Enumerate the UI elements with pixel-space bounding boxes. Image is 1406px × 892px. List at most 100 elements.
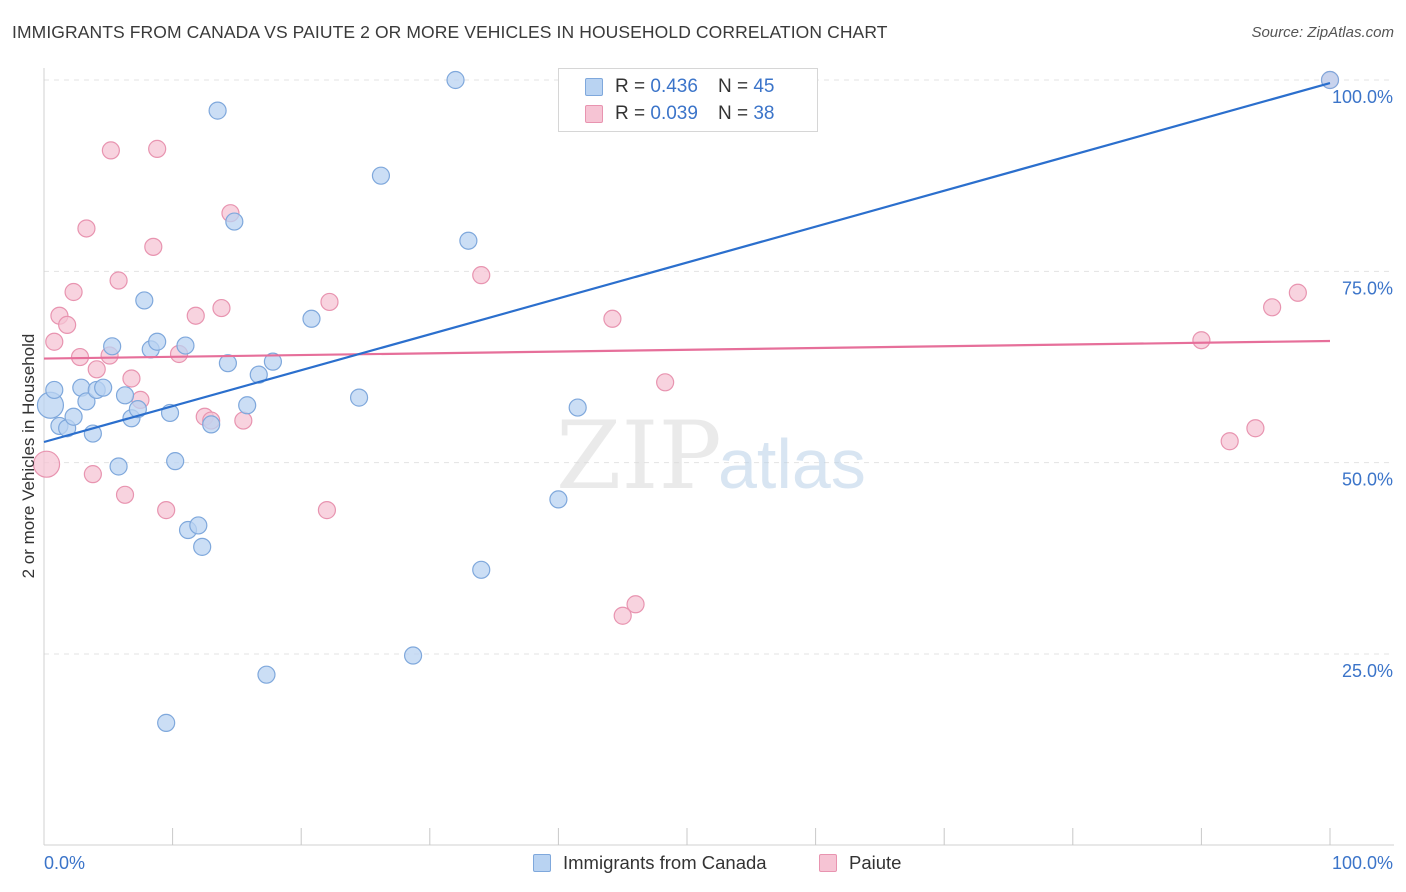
paiute-point-4	[64, 282, 83, 302]
legend-r-value-paiute: 0.039	[650, 103, 698, 124]
canada-point-4	[64, 407, 83, 426]
chart-title: IMMIGRANTS FROM CANADA VS PAIUTE 2 OR MO…	[12, 22, 888, 42]
paiute-point-31	[656, 373, 675, 392]
x-axis-ticks	[172, 828, 1331, 845]
canada-point-12	[115, 386, 135, 405]
paiute-point-6	[77, 219, 96, 238]
paiute-point-7	[83, 465, 102, 484]
legend-n-value-canada: 45	[753, 76, 775, 97]
paiute-point-26	[317, 501, 337, 520]
series-legend-label-paiute: Paiute	[849, 852, 902, 873]
paiute-point-22	[212, 298, 231, 318]
paiute-point-34	[1246, 419, 1265, 438]
paiute-point-24	[234, 411, 253, 430]
grid-lines	[44, 79, 1394, 655]
series-legend: Immigrants from Canada Paiute	[0, 852, 1406, 876]
paiute-point-30	[626, 595, 645, 614]
legend-n-label: N =	[717, 103, 749, 124]
canada-point-37	[446, 70, 465, 90]
canada-point-27	[218, 354, 237, 373]
series-legend-label-canada: Immigrants from Canada	[563, 852, 767, 873]
canada-point-29	[238, 396, 257, 415]
paiute-point-29	[613, 606, 632, 625]
paiute-point-36	[1288, 283, 1307, 302]
paiute-point-35	[1263, 298, 1282, 317]
series-swatch-canada	[533, 854, 551, 872]
y-axis-label: 2 or more Vehicles in Household	[19, 334, 38, 579]
canada-point-11	[109, 457, 128, 476]
paiute-point-25	[320, 292, 339, 312]
canada-point-31	[257, 665, 276, 684]
canada-point-9	[94, 378, 113, 397]
paiute-point-10	[101, 141, 120, 160]
canada-point-14	[128, 399, 147, 419]
canada-point-25	[202, 415, 221, 434]
legend-n-label: N =	[717, 76, 749, 97]
legend-n-value-paiute: 38	[753, 103, 775, 124]
canada-point-28	[225, 212, 244, 231]
chart-source: Source: ZipAtlas.com	[1251, 24, 1394, 41]
paiute-point-8	[87, 360, 106, 379]
paiute-point-32	[1192, 331, 1211, 350]
canada-point-36	[403, 646, 423, 665]
canada-point-20	[166, 452, 185, 471]
canada-point-41	[568, 398, 587, 417]
canada-point-23	[189, 516, 208, 535]
canada-points	[36, 70, 1340, 732]
legend-swatch-canada	[585, 78, 603, 96]
series-legend-canada[interactable]: Immigrants from Canada	[533, 852, 767, 874]
canada-trend-line	[43, 82, 1331, 444]
paiute-point-11	[109, 271, 128, 290]
canada-point-34	[349, 388, 369, 407]
paiute-point-19	[186, 306, 205, 325]
paiute-points	[32, 70, 1340, 625]
canada-point-10	[103, 337, 122, 356]
x-tick-label-max: 100.0%	[1332, 853, 1393, 873]
canada-point-40	[549, 490, 568, 509]
canada-point-6	[77, 392, 96, 411]
legend-swatch-paiute	[585, 105, 603, 123]
paiute-point-28	[603, 309, 622, 328]
stats-legend: R = 0.436 N = 45 R = 0.039 N = 38	[558, 68, 818, 132]
y-axis-tick-labels: 25.0% 50.0% 75.0% 100.0%	[1332, 87, 1393, 681]
paiute-point-12	[115, 485, 135, 504]
watermark-zip: ZIP	[556, 402, 722, 511]
paiute-point-16	[148, 139, 167, 158]
canada-point-33	[302, 309, 321, 328]
canada-point-24	[193, 537, 212, 556]
legend-row-paiute: R = 0.039 N = 38	[585, 101, 774, 127]
canada-point-39	[472, 560, 491, 579]
canada-point-35	[371, 166, 391, 185]
canada-point-26	[208, 101, 227, 120]
paiute-point-27	[472, 266, 491, 285]
y-tick-label-25: 25.0%	[1342, 661, 1393, 681]
paiute-trend-line	[43, 339, 1331, 360]
canada-point-1	[45, 380, 64, 400]
paiute-point-17	[157, 501, 176, 520]
canada-point-44	[1320, 70, 1340, 90]
paiute-point-15	[144, 237, 163, 256]
y-tick-label-50: 50.0%	[1342, 470, 1393, 490]
series-legend-paiute[interactable]: Paiute	[819, 852, 901, 874]
x-tick-label-min: 0.0%	[44, 853, 85, 873]
legend-r-label: R =	[615, 103, 646, 124]
canada-point-32	[263, 352, 283, 371]
paiute-point-3	[58, 315, 77, 335]
paiute-point-33	[1220, 432, 1239, 451]
y-tick-label-75: 75.0%	[1342, 278, 1393, 298]
watermark-atlas: atlas	[718, 425, 866, 503]
canada-point-17	[148, 332, 167, 351]
legend-row-canada: R = 0.436 N = 45	[585, 74, 774, 100]
watermark: ZIP atlas	[556, 402, 866, 511]
canada-point-38	[459, 231, 478, 250]
canada-point-18	[157, 713, 176, 732]
y-tick-label-100: 100.0%	[1332, 87, 1393, 107]
paiute-point-13	[122, 369, 141, 388]
legend-r-value-canada: 0.436	[650, 76, 698, 97]
trend-lines	[43, 82, 1331, 444]
paiute-point-1	[45, 332, 64, 351]
paiute-point-0	[32, 450, 61, 478]
canada-point-21	[176, 336, 195, 355]
legend-r-label: R =	[615, 76, 646, 97]
